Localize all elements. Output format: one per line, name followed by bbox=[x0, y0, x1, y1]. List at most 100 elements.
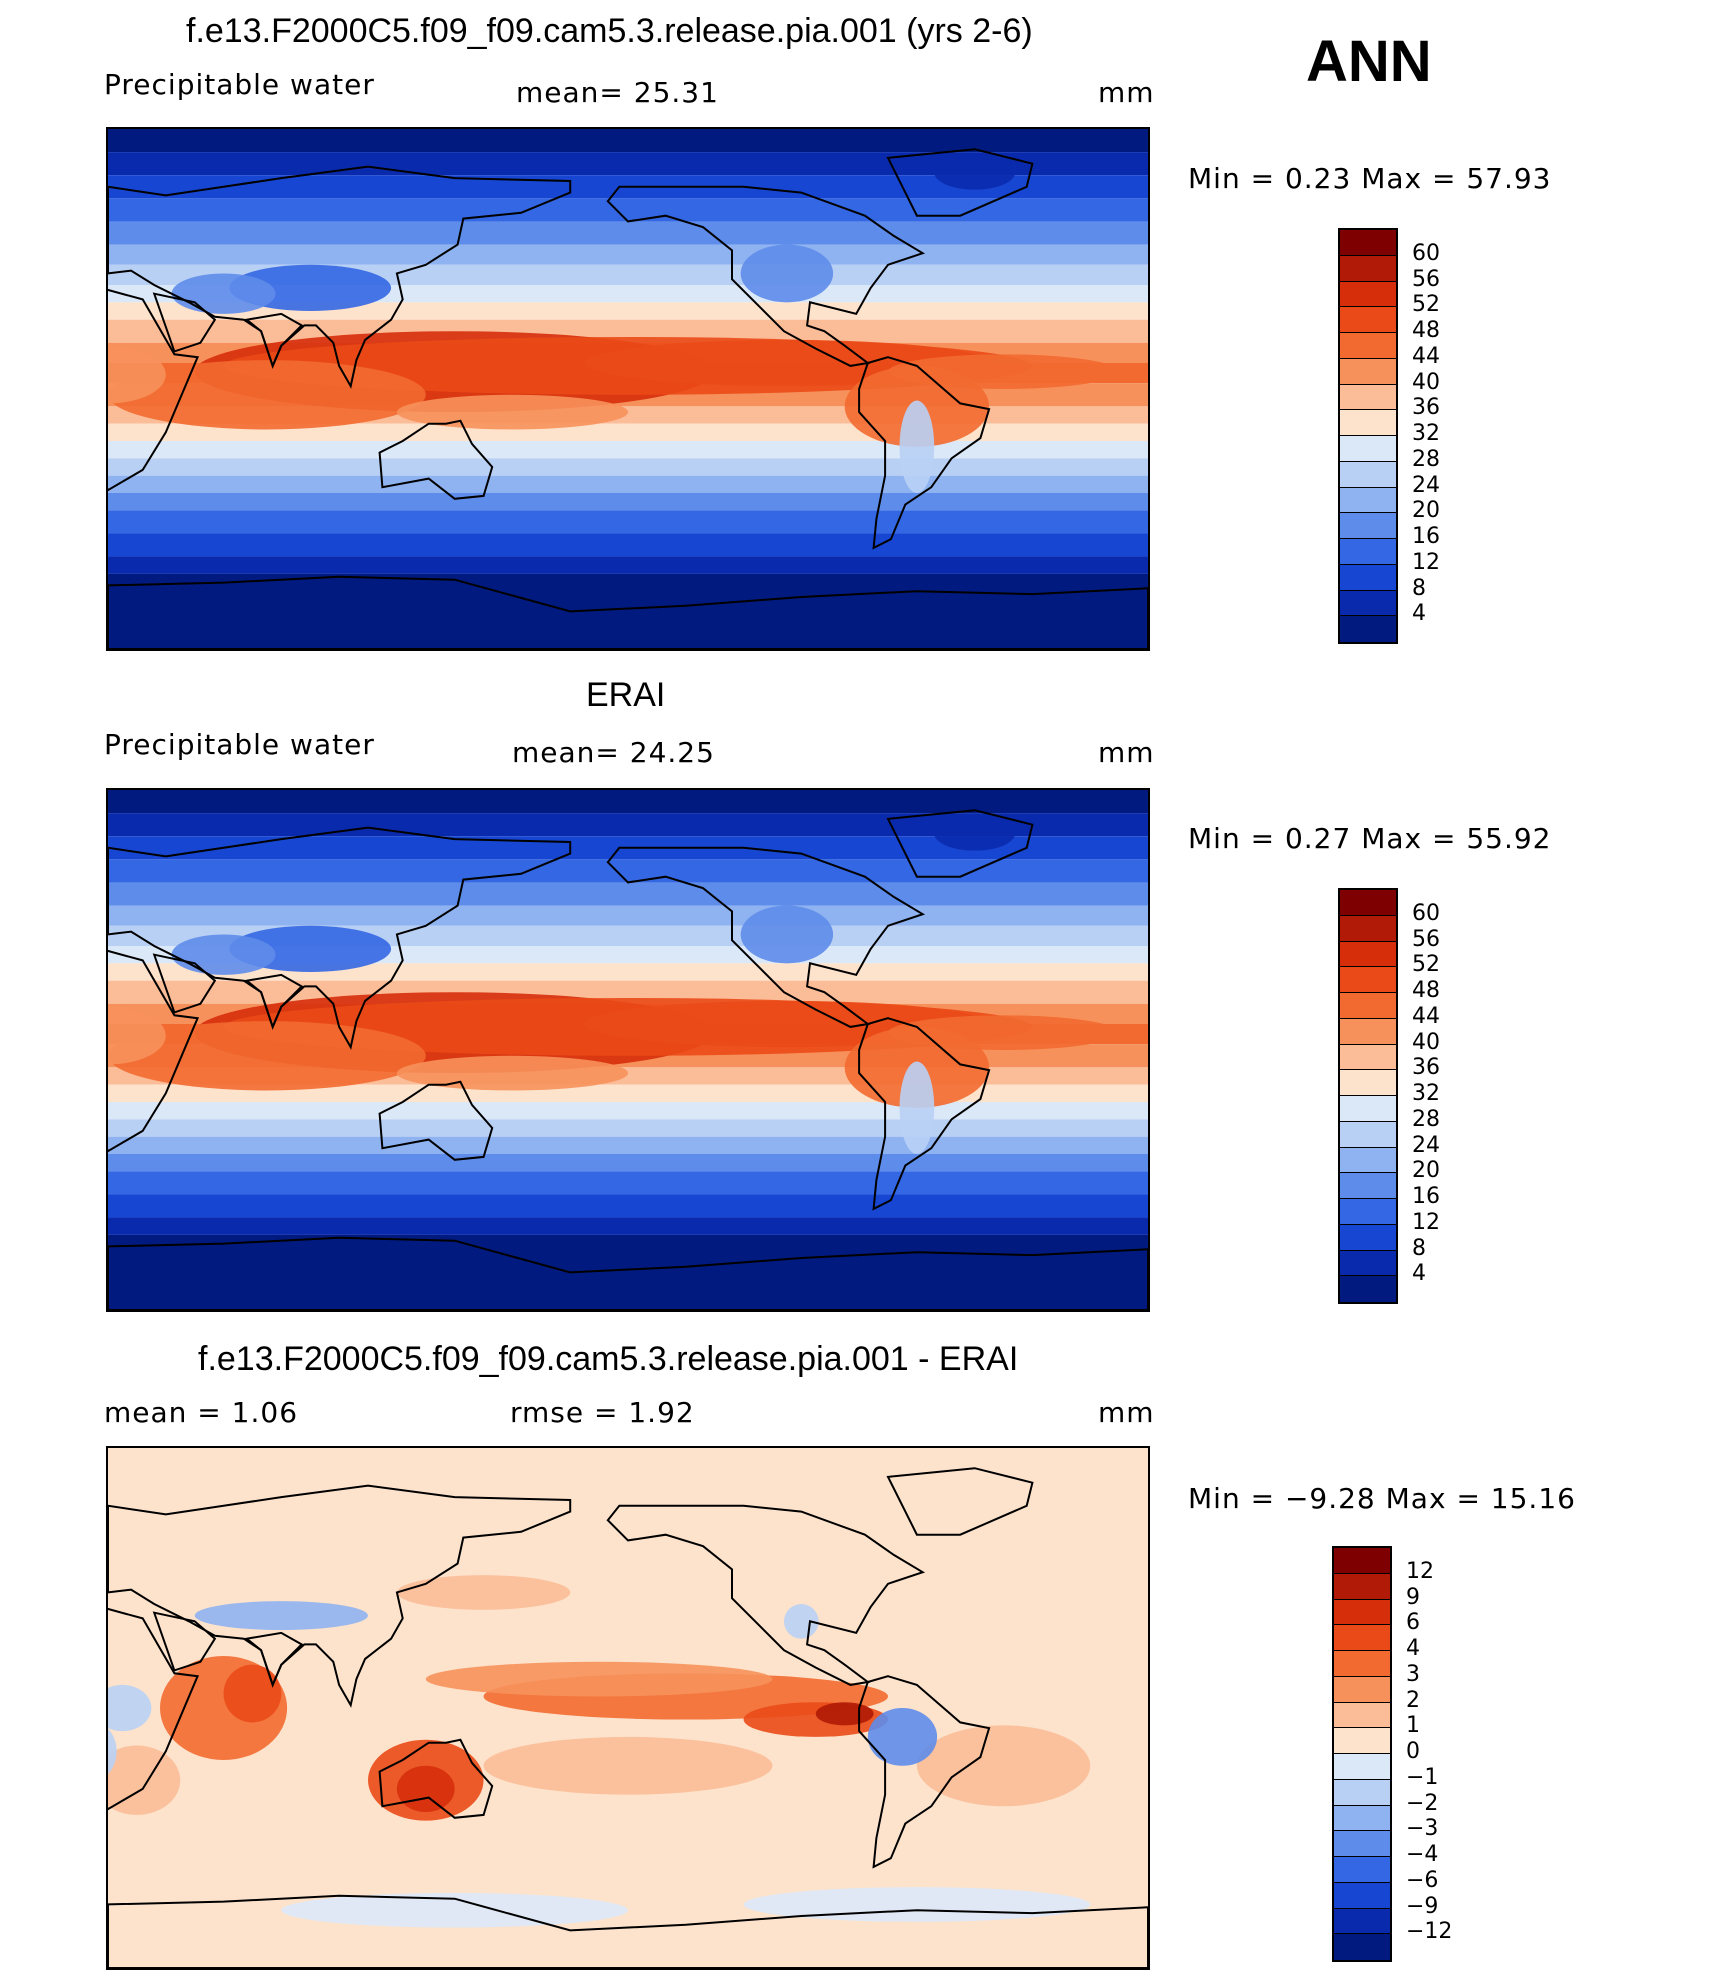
colorbar-tick-label: 32 bbox=[1412, 1081, 1440, 1106]
coastline bbox=[108, 949, 200, 1153]
field-anomaly bbox=[888, 354, 1120, 389]
colorbar-swatch bbox=[1334, 1779, 1390, 1806]
coastline bbox=[108, 1484, 572, 1708]
colorbar-tick-label: 0 bbox=[1406, 1739, 1420, 1764]
field-band bbox=[108, 1217, 1148, 1235]
colorbar-tick-label: 8 bbox=[1412, 575, 1426, 601]
panel-2-colorbar bbox=[1338, 888, 1398, 1304]
colorbar-swatch bbox=[1334, 1831, 1390, 1857]
colorbar-tick-label: 40 bbox=[1412, 369, 1440, 395]
colorbar-swatch bbox=[1340, 358, 1396, 385]
colorbar-tick-label: −1 bbox=[1406, 1764, 1439, 1790]
field-anomaly bbox=[916, 1725, 1091, 1807]
colorbar-tick-label: −2 bbox=[1406, 1790, 1439, 1816]
field-anomaly bbox=[108, 1684, 152, 1732]
colorbar-swatch bbox=[1340, 616, 1396, 642]
colorbar-tick-label: 6 bbox=[1406, 1610, 1420, 1636]
field-band bbox=[108, 859, 1148, 883]
colorbar-swatch bbox=[1334, 1805, 1390, 1832]
colorbar-swatch bbox=[1340, 1250, 1396, 1277]
field-anomaly bbox=[396, 1575, 571, 1610]
colorbar-swatch bbox=[1334, 1548, 1390, 1574]
colorbar-swatch bbox=[1334, 1702, 1390, 1729]
field-band bbox=[108, 556, 1148, 574]
field-band bbox=[108, 905, 1148, 926]
colorbar-swatch bbox=[1340, 461, 1396, 488]
field-anomaly bbox=[425, 1661, 773, 1697]
colorbar-swatch bbox=[1334, 1599, 1390, 1626]
coastline bbox=[108, 575, 1148, 649]
colorbar-tick-label: 48 bbox=[1412, 318, 1440, 343]
coastline bbox=[244, 1631, 304, 1688]
field-anomaly bbox=[281, 1892, 628, 1928]
colorbar-tick-label: 4 bbox=[1412, 1261, 1426, 1287]
colorbar-tick-label: 44 bbox=[1412, 1003, 1440, 1029]
colorbar-tick-label: 20 bbox=[1412, 1158, 1440, 1184]
field-band bbox=[108, 475, 1148, 493]
colorbar-swatch bbox=[1340, 487, 1396, 514]
colorbar-swatch bbox=[1340, 410, 1396, 436]
field-band bbox=[108, 129, 1148, 153]
colorbar-tick-label: 60 bbox=[1412, 900, 1440, 926]
colorbar-swatch bbox=[1334, 1676, 1390, 1703]
colorbar-swatch bbox=[1334, 1651, 1390, 1677]
colorbar-tick-label: 56 bbox=[1412, 266, 1440, 292]
coastline bbox=[108, 826, 572, 1050]
panel-2-title: ERAI bbox=[586, 676, 666, 714]
colorbar-swatch bbox=[1334, 1857, 1390, 1883]
coastline bbox=[244, 312, 304, 369]
colorbar-swatch bbox=[1340, 564, 1396, 591]
field-anomaly bbox=[867, 1708, 938, 1766]
panel-1-colorbar bbox=[1338, 228, 1398, 644]
colorbar-tick-label: 36 bbox=[1412, 395, 1440, 421]
panel-3-colorbar bbox=[1332, 1546, 1392, 1962]
colorbar-tick-label: 4 bbox=[1406, 1636, 1420, 1661]
coastline bbox=[152, 953, 217, 1014]
colorbar-swatch bbox=[1340, 539, 1396, 565]
field-anomaly bbox=[740, 244, 834, 303]
field-anomaly bbox=[899, 400, 935, 493]
field-anomaly bbox=[396, 1765, 455, 1812]
field-anomaly bbox=[934, 816, 1016, 851]
colorbar-swatch bbox=[1334, 1882, 1390, 1909]
colorbar-swatch bbox=[1334, 1625, 1390, 1651]
field-band bbox=[108, 458, 1148, 476]
colorbar-tick-label: 52 bbox=[1412, 292, 1440, 318]
colorbar-swatch bbox=[1340, 1121, 1396, 1148]
colorbar-swatch bbox=[1340, 915, 1396, 942]
panel-1-min-max: Min = 0.23 Max = 57.93 bbox=[1188, 162, 1552, 195]
field-anomaly bbox=[396, 394, 628, 430]
colorbar-tick-label: 20 bbox=[1412, 498, 1440, 524]
coastline bbox=[378, 1738, 494, 1819]
colorbar-swatch bbox=[1340, 993, 1396, 1019]
field-band bbox=[108, 882, 1148, 906]
colorbar-swatch bbox=[1340, 590, 1396, 617]
field-anomaly bbox=[483, 1736, 773, 1795]
colorbar-swatch bbox=[1340, 436, 1396, 462]
season-label: ANN bbox=[1306, 29, 1432, 94]
coastline bbox=[108, 1607, 200, 1811]
coastline bbox=[606, 185, 926, 367]
colorbar-swatch bbox=[1334, 1728, 1390, 1754]
colorbar-tick-label: 16 bbox=[1412, 1184, 1440, 1209]
colorbar-swatch bbox=[1340, 941, 1396, 968]
panel-2-min-max: Min = 0.27 Max = 55.92 bbox=[1188, 822, 1552, 855]
panel-2-units: mm bbox=[1098, 736, 1155, 769]
colorbar-swatch bbox=[1340, 333, 1396, 359]
coastline bbox=[378, 419, 494, 500]
panel-2-mean-label: mean= 24.25 bbox=[512, 736, 715, 769]
colorbar-swatch bbox=[1340, 967, 1396, 993]
panel-3-map bbox=[106, 1446, 1150, 1970]
field-anomaly bbox=[194, 1601, 368, 1630]
colorbar-swatch bbox=[1340, 1276, 1396, 1302]
colorbar-swatch bbox=[1340, 1044, 1396, 1071]
coastline bbox=[152, 292, 217, 353]
field-band bbox=[108, 198, 1148, 222]
coastline bbox=[378, 1080, 494, 1161]
coastline bbox=[108, 288, 200, 492]
field-band bbox=[108, 1171, 1148, 1195]
coastline bbox=[108, 1894, 1148, 1968]
field-band bbox=[108, 510, 1148, 534]
colorbar-swatch bbox=[1340, 1096, 1396, 1122]
field-band bbox=[108, 1136, 1148, 1154]
